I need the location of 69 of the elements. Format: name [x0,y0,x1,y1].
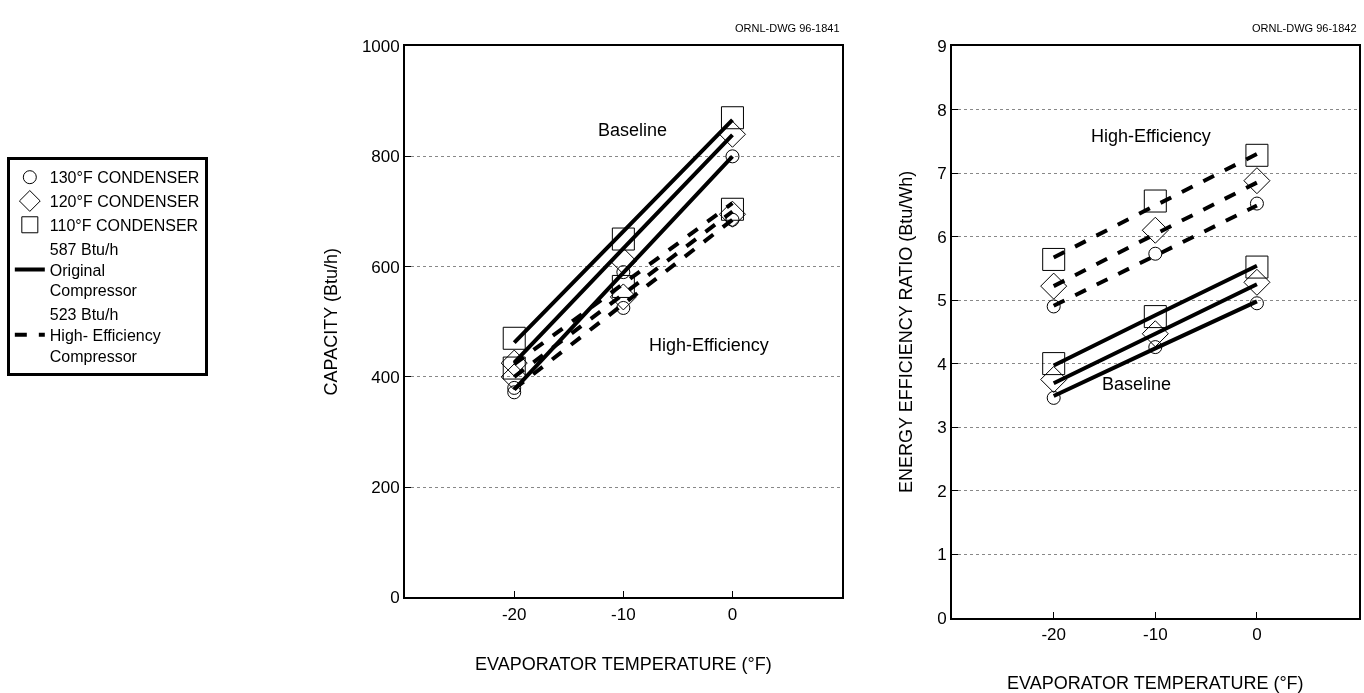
x-tick-label: -20 [501,604,527,624]
y-tick-label: 4 [937,354,947,374]
y-tick-label: 0 [390,588,400,608]
x-tick-label: 0 [727,604,738,624]
y-tick-label: 9 [937,37,947,57]
legend-label: 130°F CONDENSER [49,169,200,187]
annotation: High-Efficiency [649,335,769,355]
y-tick-label: 6 [937,227,947,247]
point [1143,189,1167,213]
point [1245,143,1269,167]
annotation: High-Efficiency [1091,126,1211,146]
x-tick-label: -10 [611,604,636,624]
point [507,385,522,400]
x-axis-title: EVAPORATOR TEMPERATURE (°F) [1007,673,1304,693]
annotation: Baseline [1102,374,1172,394]
point [718,120,746,148]
point [720,106,744,130]
y-tick-label: 1 [937,545,947,565]
point [507,380,522,395]
y-tick-label: 600 [371,257,400,277]
point [1249,196,1264,211]
point [1040,365,1068,393]
point [611,227,635,251]
point [1042,247,1066,271]
legend-label: 110°F CONDENSER [49,217,199,235]
point [500,349,528,377]
point [1143,305,1167,329]
y-tick-label: 3 [937,418,947,438]
text: ORNL-DWG 96-1841 [735,22,840,34]
x-tick-label: -10 [1143,625,1168,645]
point [500,363,528,391]
annotation: Baseline [598,120,668,140]
point [1249,296,1264,311]
point [718,200,746,228]
point [1141,320,1169,348]
point [616,300,631,315]
point [616,265,631,280]
y-axis-title: CAPACITY (Btu/h) [320,248,341,396]
y-axis-title: ENERGY EFFICIENCY RATIO (Btu/Wh) [895,170,916,493]
y-tick-label: 1000 [361,37,400,57]
x-axis-title: EVAPORATOR TEMPERATURE (°F) [475,654,772,675]
point [1141,216,1169,244]
point [502,326,526,350]
point [1046,299,1061,314]
y-tick-label: 5 [937,291,947,311]
y-tick-label: 400 [371,367,400,387]
y-tick-label: 8 [937,100,947,120]
legend-label: 120°F CONDENSER [49,193,200,211]
point [1040,272,1068,300]
x-tick-label: 0 [1252,625,1262,645]
point [611,274,635,298]
point [1148,246,1163,261]
point [1245,255,1269,279]
legend-label: 587 Btu/h Original Compressor [49,240,138,300]
point [1243,268,1271,296]
point [725,149,740,164]
point [609,283,637,311]
point [1046,390,1061,405]
point [502,356,526,380]
legend-label: 523 Btu/h High- Efficiency Compressor [49,306,161,365]
y-tick-label: 7 [937,164,947,184]
point [1243,167,1271,195]
y-tick-label: 2 [937,481,947,501]
point [1148,340,1163,355]
y-tick-label: 800 [371,147,400,167]
y-tick-label: 200 [371,478,400,498]
point [1042,352,1066,376]
x-tick-label: -20 [1041,625,1066,645]
text: ORNL-DWG 96-1842 [1252,22,1357,34]
